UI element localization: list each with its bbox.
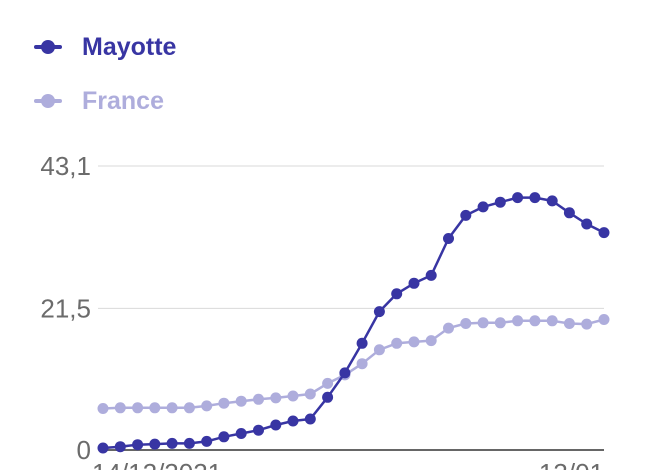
- legend-marker-mayotte: [32, 32, 64, 62]
- data-point-mayotte[interactable]: [581, 218, 593, 230]
- data-point-mayotte[interactable]: [598, 227, 610, 239]
- data-point-france[interactable]: [494, 317, 506, 329]
- data-point-france[interactable]: [391, 337, 403, 349]
- series-layer: [97, 192, 610, 454]
- x-tick-label: 13/01: [539, 458, 604, 470]
- data-point-mayotte[interactable]: [529, 192, 541, 204]
- series-france: [97, 314, 610, 414]
- data-point-france[interactable]: [477, 317, 489, 329]
- data-point-mayotte[interactable]: [322, 391, 334, 403]
- data-point-mayotte[interactable]: [253, 424, 264, 436]
- gridlines: [98, 165, 604, 451]
- data-point-mayotte[interactable]: [477, 201, 489, 213]
- data-point-mayotte[interactable]: [235, 428, 247, 439]
- x-tick-label: 14/12/2021: [92, 458, 222, 470]
- data-point-france[interactable]: [563, 318, 575, 329]
- y-tick-label: 43,1: [40, 151, 91, 181]
- data-point-mayotte[interactable]: [512, 192, 524, 204]
- y-tick-label: 21,5: [40, 293, 91, 323]
- axis-ticks: 0 21,5 43,1 14/12/2021 13/01: [40, 151, 604, 470]
- data-point-mayotte[interactable]: [287, 415, 299, 427]
- data-point-mayotte[interactable]: [149, 438, 161, 450]
- data-point-france[interactable]: [132, 402, 144, 414]
- data-point-france[interactable]: [356, 358, 368, 370]
- data-point-mayotte[interactable]: [132, 439, 144, 451]
- series-line-france: [101, 318, 606, 410]
- data-point-mayotte[interactable]: [304, 413, 316, 425]
- data-point-france[interactable]: [598, 314, 610, 325]
- series-line-mayotte: [101, 196, 606, 450]
- data-point-mayotte[interactable]: [425, 269, 437, 281]
- data-point-mayotte[interactable]: [391, 288, 403, 300]
- data-point-france[interactable]: [287, 390, 299, 402]
- data-point-mayotte[interactable]: [546, 195, 558, 207]
- legend-item-france[interactable]: France: [32, 86, 164, 116]
- data-point-france[interactable]: [546, 315, 558, 327]
- data-point-france[interactable]: [425, 335, 437, 347]
- legend-item-mayotte[interactable]: Mayotte: [32, 32, 176, 62]
- data-point-mayotte[interactable]: [494, 196, 506, 208]
- data-point-france[interactable]: [166, 402, 178, 414]
- data-point-mayotte[interactable]: [166, 437, 178, 449]
- legend-label: France: [82, 86, 164, 115]
- data-point-mayotte[interactable]: [356, 337, 368, 349]
- legend-label: Mayotte: [82, 32, 177, 61]
- data-point-mayotte[interactable]: [218, 431, 230, 443]
- data-point-mayotte[interactable]: [460, 209, 472, 221]
- data-point-france[interactable]: [253, 393, 264, 405]
- data-point-france[interactable]: [581, 318, 593, 330]
- data-point-mayotte[interactable]: [201, 435, 213, 447]
- data-point-france[interactable]: [373, 344, 385, 356]
- data-point-mayotte[interactable]: [373, 306, 385, 318]
- data-point-france[interactable]: [149, 402, 161, 414]
- y-tick-label: 0: [77, 435, 91, 465]
- data-point-mayotte[interactable]: [339, 367, 351, 379]
- data-point-france[interactable]: [270, 392, 282, 404]
- data-point-mayotte[interactable]: [443, 233, 454, 244]
- data-point-france[interactable]: [235, 395, 247, 407]
- data-point-france[interactable]: [512, 315, 524, 327]
- data-point-france[interactable]: [183, 402, 195, 414]
- data-point-france[interactable]: [460, 318, 472, 329]
- data-point-mayotte[interactable]: [563, 207, 575, 219]
- data-point-mayotte[interactable]: [270, 419, 282, 431]
- data-point-france[interactable]: [304, 388, 316, 400]
- data-point-france[interactable]: [529, 315, 541, 327]
- data-point-mayotte[interactable]: [114, 441, 126, 453]
- data-point-france[interactable]: [218, 397, 230, 409]
- data-point-mayotte[interactable]: [408, 277, 420, 289]
- legend-marker-france: [32, 86, 64, 116]
- data-point-mayotte[interactable]: [97, 442, 109, 454]
- series-mayotte: [97, 192, 610, 454]
- data-point-france[interactable]: [97, 403, 109, 414]
- data-point-france[interactable]: [114, 402, 126, 414]
- data-point-france[interactable]: [322, 377, 334, 389]
- data-point-france[interactable]: [201, 400, 213, 412]
- data-point-france[interactable]: [408, 336, 420, 348]
- data-point-france[interactable]: [443, 322, 454, 334]
- data-point-mayotte[interactable]: [183, 437, 195, 449]
